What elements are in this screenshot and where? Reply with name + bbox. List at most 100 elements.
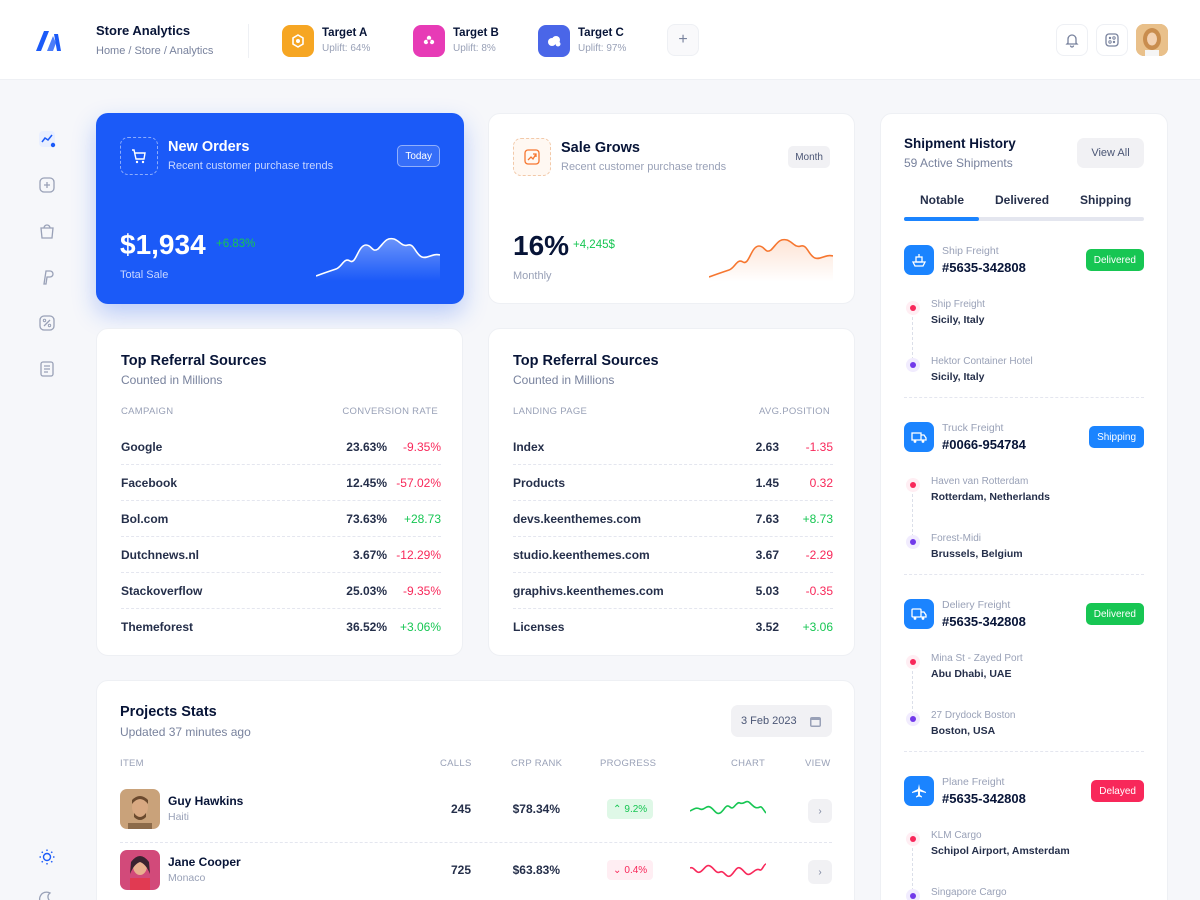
- row-label[interactable]: studio.keenthemes.com: [513, 548, 650, 562]
- column-header-progress: PROGRESS: [600, 758, 657, 769]
- trend-up-icon: [513, 138, 551, 176]
- row-label[interactable]: Themeforest: [121, 620, 194, 634]
- shipment-type-button[interactable]: [904, 599, 934, 629]
- shopping-bag-icon[interactable]: [38, 222, 56, 240]
- shipment-id[interactable]: #0066-954784: [942, 437, 1026, 452]
- row-label[interactable]: Stackoverflow: [121, 584, 203, 598]
- shipment-type-button[interactable]: [904, 776, 934, 806]
- crp-value: $78.34%: [512, 802, 560, 816]
- apps-button[interactable]: [1096, 24, 1128, 56]
- monthly-percentage: 16%: [513, 230, 570, 261]
- row-change: 0.32: [809, 476, 833, 490]
- shipment-id[interactable]: #5635-342808: [942, 614, 1026, 629]
- row-label[interactable]: graphivs.keenthemes.com: [513, 584, 664, 598]
- sale-grows-card: Sale Grows Recent customer purchase tren…: [488, 113, 855, 304]
- app-logo[interactable]: [34, 30, 62, 52]
- row-label[interactable]: Products: [513, 476, 566, 490]
- arrow-down-icon: ⌄: [613, 864, 622, 876]
- row-label[interactable]: Index: [513, 440, 545, 454]
- arrow-up-icon: ⌃: [613, 803, 622, 815]
- moon-icon[interactable]: [38, 890, 56, 900]
- row-change: -12.29%: [396, 548, 441, 562]
- project-name[interactable]: Guy Hawkins: [168, 794, 244, 808]
- view-all-button[interactable]: View All: [1077, 138, 1144, 168]
- column-header-position: AVG.POSITION: [759, 406, 830, 417]
- flower-icon: [413, 25, 445, 57]
- report-icon[interactable]: [38, 360, 56, 378]
- target-c[interactable]: Target C Uplift: 97%: [538, 24, 626, 58]
- view-row-button[interactable]: ›: [808, 860, 832, 884]
- date-picker[interactable]: 3 Feb 2023: [731, 705, 832, 737]
- notifications-button[interactable]: [1056, 24, 1088, 56]
- delivery-truck-icon: [911, 606, 927, 622]
- row-value: 12.45%: [346, 476, 387, 490]
- tab-notable[interactable]: Notable: [920, 193, 965, 207]
- row-value: 7.63: [755, 512, 779, 526]
- column-header-crp: CRP RANK: [511, 758, 563, 769]
- progress-value: 9.2%: [624, 803, 648, 815]
- destination-pin-icon: [906, 535, 920, 549]
- row-value: 25.03%: [346, 584, 387, 598]
- bell-icon: [1065, 34, 1079, 48]
- view-row-button[interactable]: ›: [808, 799, 832, 823]
- column-header-calls: CALLS: [440, 758, 472, 769]
- stop-name: Singapore Cargo: [931, 887, 1007, 898]
- dashboard-icon[interactable]: [38, 130, 56, 148]
- sun-icon[interactable]: [38, 848, 56, 866]
- origin-marker-icon: [906, 301, 920, 315]
- period-button[interactable]: Today: [397, 145, 440, 167]
- tab-shipping[interactable]: Shipping: [1080, 193, 1132, 207]
- trend-chart: [690, 800, 766, 815]
- shipment-history-card: [880, 113, 1168, 900]
- row-label[interactable]: Facebook: [121, 476, 178, 490]
- project-name[interactable]: Jane Cooper: [168, 855, 241, 869]
- row-label[interactable]: Google: [121, 440, 163, 454]
- row-value: 5.03: [755, 584, 779, 598]
- row-value: 3.67%: [352, 548, 387, 562]
- target-a[interactable]: Target A Uplift: 64%: [282, 24, 370, 58]
- breadcrumb: Home / Store / Analytics: [96, 45, 214, 57]
- card-subtitle: 59 Active Shipments: [904, 156, 1013, 170]
- card-subtitle: Recent customer purchase trends: [168, 160, 334, 172]
- shipment-divider: [904, 751, 1144, 752]
- shipment-type: Truck Freight: [942, 422, 1004, 434]
- target-name: Target A: [322, 27, 368, 39]
- cart-icon: [120, 137, 158, 175]
- shipment-type: Plane Freight: [942, 776, 1005, 788]
- total-sale-amount: $1,934: [120, 229, 206, 260]
- row-label[interactable]: devs.keenthemes.com: [513, 512, 642, 526]
- add-target-button[interactable]: +: [667, 24, 699, 56]
- shipment-type-button[interactable]: [904, 422, 934, 452]
- table-row: studio.keenthemes.com 3.67 -2.29: [513, 537, 833, 573]
- tab-delivered[interactable]: Delivered: [995, 193, 1050, 207]
- projects-stats-card: [96, 680, 855, 900]
- card-caption: Monthly: [513, 270, 552, 282]
- table-row: Index 2.63 -1.35: [513, 429, 833, 465]
- table-row: Themeforest 36.52% +3.06%: [121, 609, 441, 645]
- status-badge: Delivered: [1085, 249, 1144, 271]
- row-value: 36.52%: [346, 620, 387, 634]
- shipment-type-button[interactable]: [904, 245, 934, 275]
- card-title: Top Referral Sources: [121, 353, 267, 369]
- destination-pin-icon: [906, 712, 920, 726]
- row-label[interactable]: Licenses: [513, 620, 565, 634]
- row-value: 3.52: [755, 620, 779, 634]
- table-row: Bol.com 73.63% +28.73: [121, 501, 441, 537]
- row-label[interactable]: Dutchnews.nl: [121, 548, 200, 562]
- card-subtitle: Counted in Millions: [513, 373, 615, 387]
- user-avatar[interactable]: [1136, 24, 1168, 56]
- discount-icon[interactable]: [38, 314, 56, 332]
- row-label[interactable]: Bol.com: [121, 512, 169, 526]
- row-change: +28.73: [403, 512, 441, 526]
- period-button[interactable]: Month: [788, 146, 830, 168]
- target-uplift: Uplift: 8%: [453, 43, 496, 54]
- row-value: 23.63%: [346, 440, 387, 454]
- row-value: 2.63: [755, 440, 779, 454]
- status-badge: Delivered: [1085, 603, 1144, 625]
- add-square-icon[interactable]: [38, 176, 56, 194]
- shipment-id[interactable]: #5635-342808: [942, 791, 1026, 806]
- shipment-id[interactable]: #5635-342808: [942, 260, 1026, 275]
- target-b[interactable]: Target B Uplift: 8%: [413, 24, 499, 58]
- destination-pin-icon: [906, 358, 920, 372]
- paypal-icon[interactable]: [38, 268, 56, 286]
